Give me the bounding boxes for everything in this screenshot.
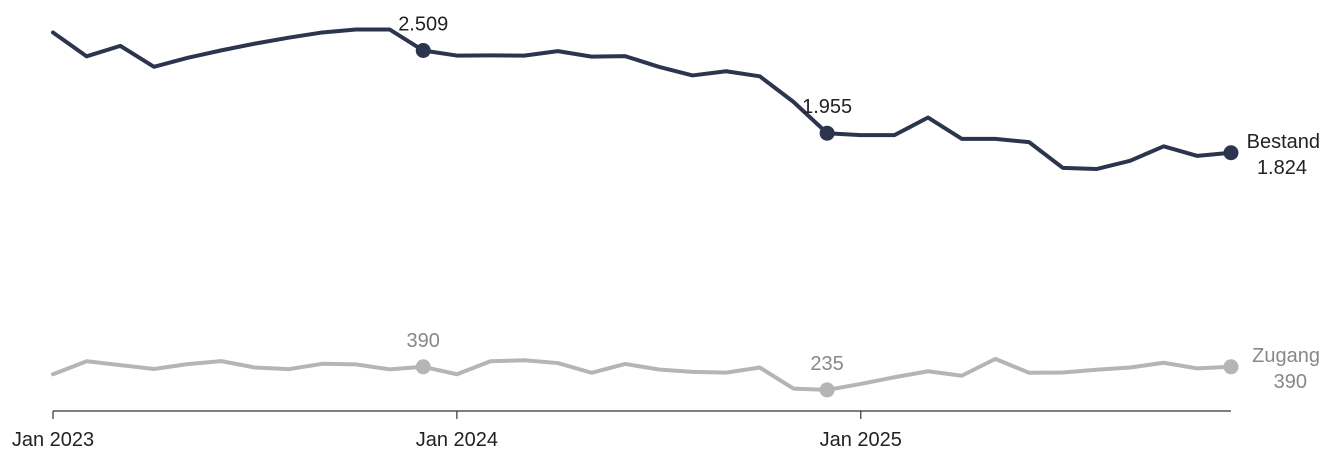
zugang-highlight-point bbox=[819, 382, 835, 398]
label-layer: 2.509 1.955 Bestand 1.824 390 235 Zugang 390 bbox=[398, 14, 1320, 393]
series-layer bbox=[51, 27, 1239, 398]
x-tick-label: Jan 2025 bbox=[820, 429, 902, 451]
zugang-end-name-label: Zugang bbox=[1252, 345, 1320, 367]
zugang-highlight-label: 235 bbox=[810, 353, 843, 375]
x-axis: Jan 2023 Jan 2024 Jan 2025 bbox=[12, 410, 1231, 451]
bestand-end-point bbox=[1223, 145, 1239, 161]
bestand-line bbox=[51, 27, 1233, 172]
bestand-end-value-label: 1.824 bbox=[1257, 157, 1307, 179]
x-tick-label: Jan 2023 bbox=[12, 429, 94, 451]
bestand-highlight-point bbox=[819, 125, 835, 141]
bestand-highlight-label: 1.955 bbox=[802, 96, 852, 118]
zugang-highlight-label: 390 bbox=[407, 330, 440, 352]
bestand-highlight-point bbox=[415, 43, 431, 59]
bestand-end-name-label: Bestand bbox=[1247, 131, 1320, 153]
zugang-line bbox=[51, 356, 1233, 392]
bestand-highlight-label: 2.509 bbox=[398, 14, 448, 36]
zugang-highlight-point bbox=[415, 359, 431, 375]
zugang-end-point bbox=[1223, 359, 1239, 375]
zugang-end-value-label: 390 bbox=[1274, 371, 1307, 393]
x-tick-label: Jan 2024 bbox=[416, 429, 498, 451]
